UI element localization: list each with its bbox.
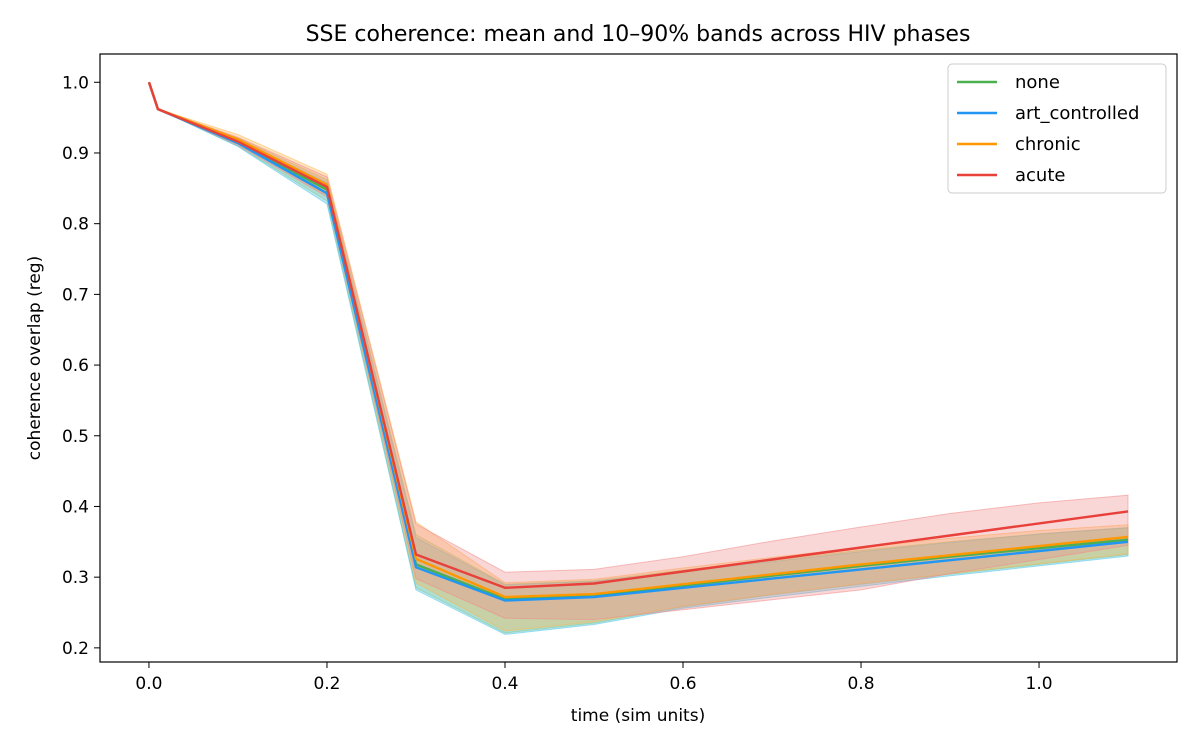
y-tick-label: 0.5 (62, 427, 89, 447)
x-axis-label: time (sim units) (571, 706, 705, 726)
y-tick-label: 0.8 (62, 215, 89, 235)
chart-title: SSE coherence: mean and 10–90% bands acr… (306, 22, 971, 47)
legend-label-chronic: chronic (1015, 134, 1081, 155)
x-tick-label: 0.4 (491, 674, 518, 694)
line-acute (147, 81, 1129, 589)
y-axis-label: coherence overlap (reg) (25, 256, 45, 460)
legend-label-none: none (1015, 72, 1060, 93)
x-tick-label: 0.6 (669, 674, 696, 694)
legend-label-acute: acute (1015, 165, 1065, 186)
x-tick-label: 0.2 (313, 674, 340, 694)
y-tick-label: 0.4 (62, 497, 89, 517)
y-tick-label: 0.6 (62, 356, 89, 376)
x-axis: 0.0 0.2 0.4 0.6 0.8 1.0 (135, 662, 1053, 694)
line-art_controlled (147, 81, 1129, 602)
band-acute (148, 82, 1129, 621)
y-tick-label: 0.3 (62, 568, 89, 588)
line-chronic (147, 81, 1129, 599)
y-tick-label: 0.2 (62, 639, 89, 659)
x-tick-label: 1.0 (1026, 674, 1053, 694)
legend-label-art_controlled: art_controlled (1015, 103, 1139, 124)
plot-frame (99, 53, 1178, 663)
y-tick-label: 1.0 (62, 73, 89, 93)
y-tick-label: 0.9 (62, 144, 89, 164)
legend-box (947, 63, 1167, 194)
y-axis: 0.2 0.3 0.4 0.5 0.6 0.7 0.8 0.9 1.0 (62, 73, 100, 659)
x-tick-label: 0.0 (135, 674, 162, 694)
line-layer (147, 81, 1129, 602)
x-tick-label: 0.8 (847, 674, 874, 694)
y-tick-label: 0.7 (62, 285, 89, 305)
